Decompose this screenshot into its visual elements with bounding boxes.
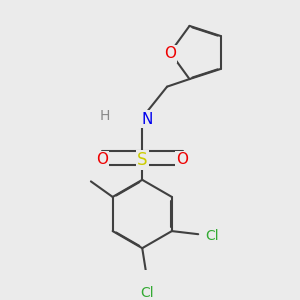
Text: S: S <box>137 151 148 169</box>
Text: O: O <box>164 46 176 62</box>
Text: H: H <box>100 109 110 123</box>
Text: O: O <box>96 152 108 167</box>
Text: Cl: Cl <box>206 229 219 243</box>
Text: O: O <box>177 152 189 167</box>
Text: Cl: Cl <box>140 286 154 300</box>
Text: N: N <box>141 112 153 127</box>
